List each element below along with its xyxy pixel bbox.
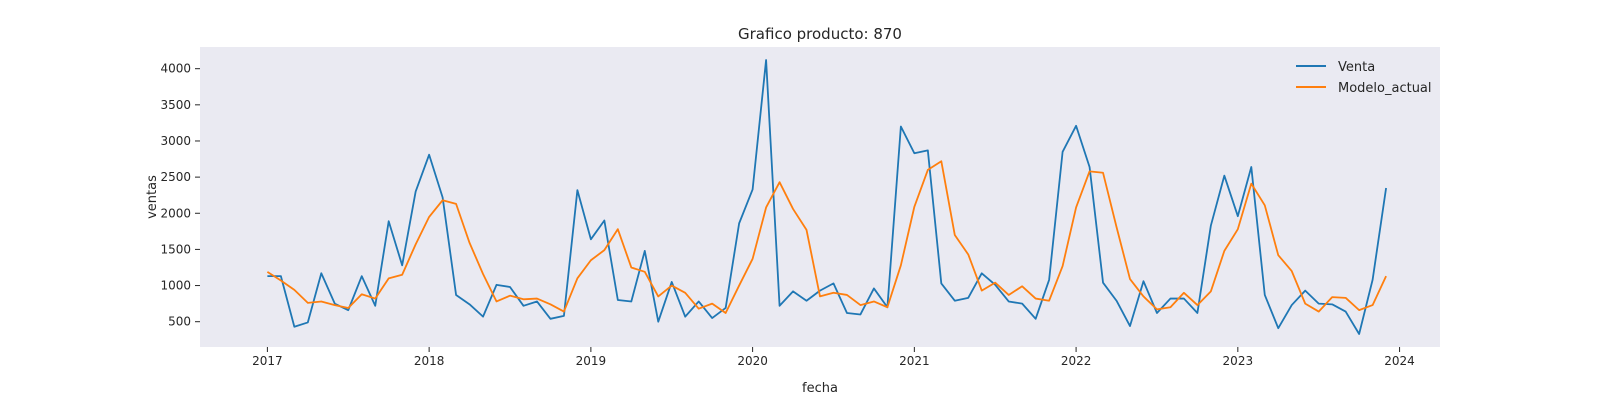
y-axis-label: ventas (145, 175, 160, 219)
y-axis: 500 1000 1500 2000 2500 3000 3500 4000 (160, 62, 200, 329)
x-axis-label: fecha (802, 381, 838, 396)
chart-title: Grafico producto: 870 (738, 25, 902, 43)
y-tick-label: 1500 (160, 242, 191, 256)
x-axis: 2017 2018 2019 2020 2021 2022 2023 2024 (252, 347, 1415, 368)
y-tick-label: 4000 (160, 62, 191, 76)
x-tick-label: 2019 (576, 354, 607, 368)
x-tick-label: 2018 (414, 354, 445, 368)
x-tick-label: 2020 (737, 354, 768, 368)
series-lines (266, 59, 1387, 335)
legend: Venta Modelo_actual (1296, 60, 1432, 96)
series-line-modelo-actual (266, 160, 1387, 314)
y-tick-label: 1000 (160, 279, 191, 293)
legend-label-modelo-actual: Modelo_actual (1338, 81, 1432, 96)
x-tick-label: 2023 (1223, 354, 1254, 368)
y-tick-label: 3500 (160, 98, 191, 112)
y-tick-label: 3000 (160, 134, 191, 148)
legend-label-venta: Venta (1338, 60, 1375, 75)
x-tick-label: 2022 (1061, 354, 1092, 368)
series-line-venta (267, 59, 1387, 335)
y-tick-label: 2000 (160, 206, 191, 220)
x-tick-label: 2024 (1384, 354, 1415, 368)
y-tick-label: 500 (168, 315, 191, 329)
y-tick-label: 2500 (160, 170, 191, 184)
x-tick-label: 2021 (899, 354, 930, 368)
x-tick-label: 2017 (252, 354, 283, 368)
